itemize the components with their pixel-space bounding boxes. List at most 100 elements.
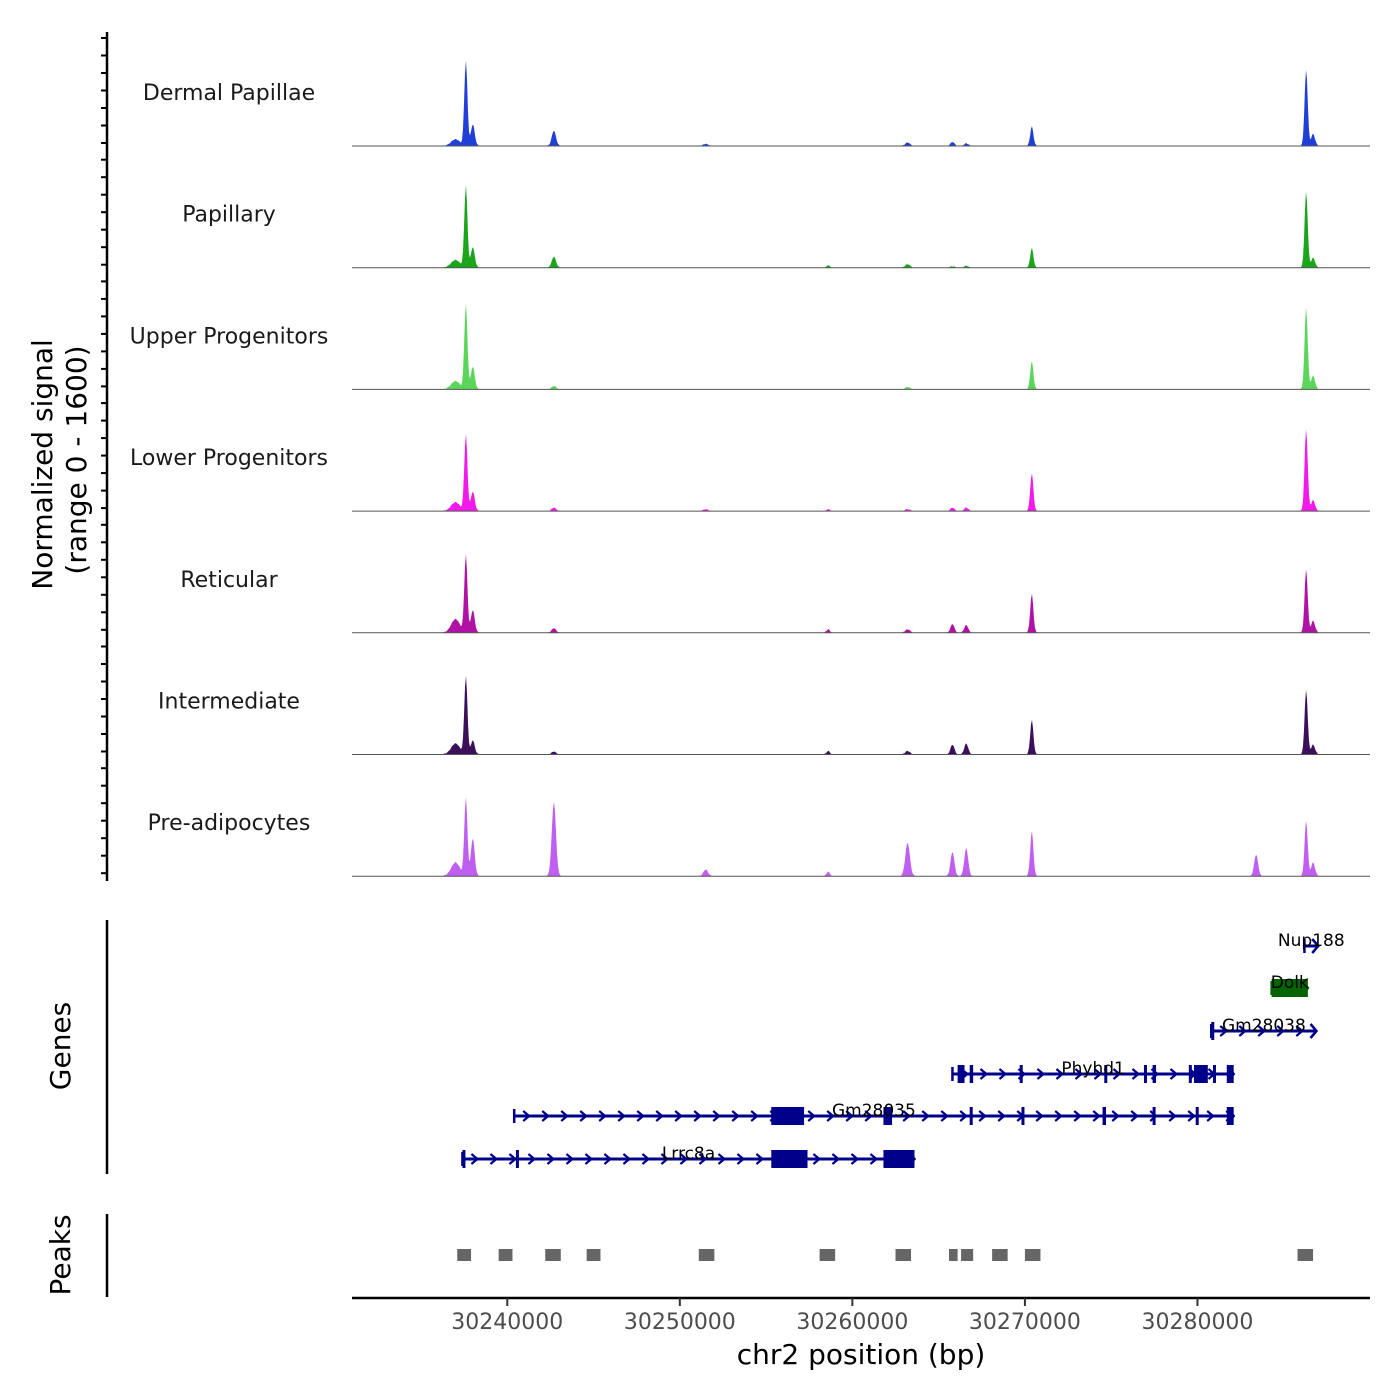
track-label: Reticular (180, 568, 278, 593)
track-label: Pre-adipocytes (148, 811, 311, 836)
exon (1211, 1022, 1215, 1040)
signal-axis-title-line1: Normalized signal (26, 339, 59, 590)
track-upper-progenitors: Upper Progenitors (130, 303, 1370, 390)
strand-arrow (1187, 1110, 1196, 1122)
strand-arrow (1169, 1068, 1179, 1080)
exon (1019, 1065, 1023, 1083)
strand-arrow (869, 1153, 879, 1165)
strand-arrow (565, 1153, 575, 1165)
x-tick-label: 30250000 (624, 1310, 736, 1335)
strand-arrow (826, 1110, 835, 1122)
strand-arrow (997, 1110, 1006, 1122)
strand-arrow (717, 1153, 727, 1165)
gene-label: Gm28038 (1222, 1016, 1306, 1036)
exon (1226, 1107, 1234, 1125)
track-reticular: Reticular (180, 554, 1370, 634)
strand-arrow (1149, 1110, 1158, 1122)
strand-arrow (979, 1068, 989, 1080)
strand-arrow (1073, 1110, 1082, 1122)
signal-axis-title-line2: (range 0 - 1600) (60, 345, 93, 574)
strand-arrow (1111, 1110, 1120, 1122)
signal-y-axis-ticks (101, 37, 107, 875)
exon (1104, 1065, 1108, 1083)
strand-arrow (1131, 1068, 1141, 1080)
peak-panel (457, 1249, 1314, 1261)
peak-region (819, 1249, 836, 1261)
peak-region (545, 1249, 561, 1261)
strand-arrow (902, 1110, 911, 1122)
strand-arrow (693, 1110, 702, 1122)
strand-arrow (698, 1153, 708, 1165)
track-lower-progenitors: Lower Progenitors (130, 429, 1370, 512)
track-label: Upper Progenitors (130, 324, 329, 349)
peak-region (498, 1249, 513, 1261)
peak-region (961, 1249, 974, 1261)
track-label: Papillary (182, 203, 276, 228)
strand-arrow (812, 1153, 822, 1165)
strand-arrow (1112, 1068, 1122, 1080)
exon (883, 1150, 915, 1168)
track-intermediate: Intermediate (158, 675, 1370, 755)
peaks-panel-title: Peaks (44, 1214, 77, 1295)
strand-arrow (940, 1110, 949, 1122)
strand-arrow (1074, 1068, 1084, 1080)
strand-arrow (978, 1110, 987, 1122)
strand-arrow (1295, 1025, 1304, 1037)
strand-arrow (641, 1153, 651, 1165)
strand-arrow (731, 1110, 740, 1122)
gene-annotation-panel: Nup188 Dolk Gm28038 Phyhd1 Gm28035 Lrrc8a (461, 931, 1345, 1168)
peak-region (457, 1249, 472, 1261)
strand-arrow (617, 1110, 626, 1122)
exon (1194, 1065, 1208, 1083)
gene-phyhd1: Phyhd1 (951, 1059, 1236, 1083)
signal-tracks: Dermal Papillae Papillary Upper Progenitor… (130, 60, 1370, 877)
exon (969, 1107, 973, 1125)
gene-end-arrow (1309, 1023, 1319, 1039)
exon (1102, 1107, 1107, 1125)
signal-area (352, 675, 1370, 755)
peak-region (895, 1249, 912, 1261)
strand-arrow (527, 1153, 537, 1165)
strand-arrow (579, 1110, 588, 1122)
signal-area (352, 303, 1370, 390)
strand-arrow (508, 1153, 518, 1165)
x-tick-label: 30270000 (969, 1310, 1081, 1335)
strand-arrow (755, 1153, 765, 1165)
strand-arrow (598, 1110, 607, 1122)
track-pre-adipocytes: Pre-adipocytes (148, 797, 1370, 877)
exon (1271, 979, 1308, 997)
strand-arrow (1055, 1068, 1065, 1080)
track-dermal-papillae: Dermal Papillae (143, 60, 1370, 147)
strand-arrow (1130, 1110, 1139, 1122)
peak-region (1024, 1249, 1041, 1261)
signal-area (352, 429, 1370, 512)
x-axis-title: chr2 position (bp) (737, 1338, 986, 1371)
gene-lrrc8a: Lrrc8a (461, 1144, 917, 1168)
gene-label: Dolk (1271, 973, 1309, 993)
strand-arrow (736, 1153, 746, 1165)
strand-arrow (712, 1110, 721, 1122)
x-tick-label: 30240000 (451, 1310, 563, 1335)
strand-arrow (1276, 1025, 1285, 1037)
strand-arrow (850, 1153, 860, 1165)
strand-arrow (864, 1110, 873, 1122)
exon (1212, 1065, 1216, 1083)
peak-region (698, 1249, 715, 1261)
strand-arrow (1168, 1110, 1177, 1122)
exon (883, 1107, 893, 1125)
peak-region (948, 1249, 958, 1261)
genes-panel-title: Genes (44, 1002, 77, 1090)
track-label: Intermediate (158, 690, 300, 715)
strand-arrow (1054, 1110, 1063, 1122)
exon (515, 1150, 519, 1168)
strand-arrow (1092, 1110, 1101, 1122)
strand-arrow (1036, 1068, 1046, 1080)
gene-label: Lrrc8a (662, 1144, 715, 1164)
gene-nup188: Nup188 (1278, 931, 1345, 954)
peak-region (992, 1249, 1008, 1261)
gene-label: Phyhd1 (1061, 1059, 1124, 1079)
track-label: Dermal Papillae (143, 81, 315, 106)
x-tick-label: 30280000 (1141, 1310, 1253, 1335)
signal-area (352, 185, 1370, 268)
